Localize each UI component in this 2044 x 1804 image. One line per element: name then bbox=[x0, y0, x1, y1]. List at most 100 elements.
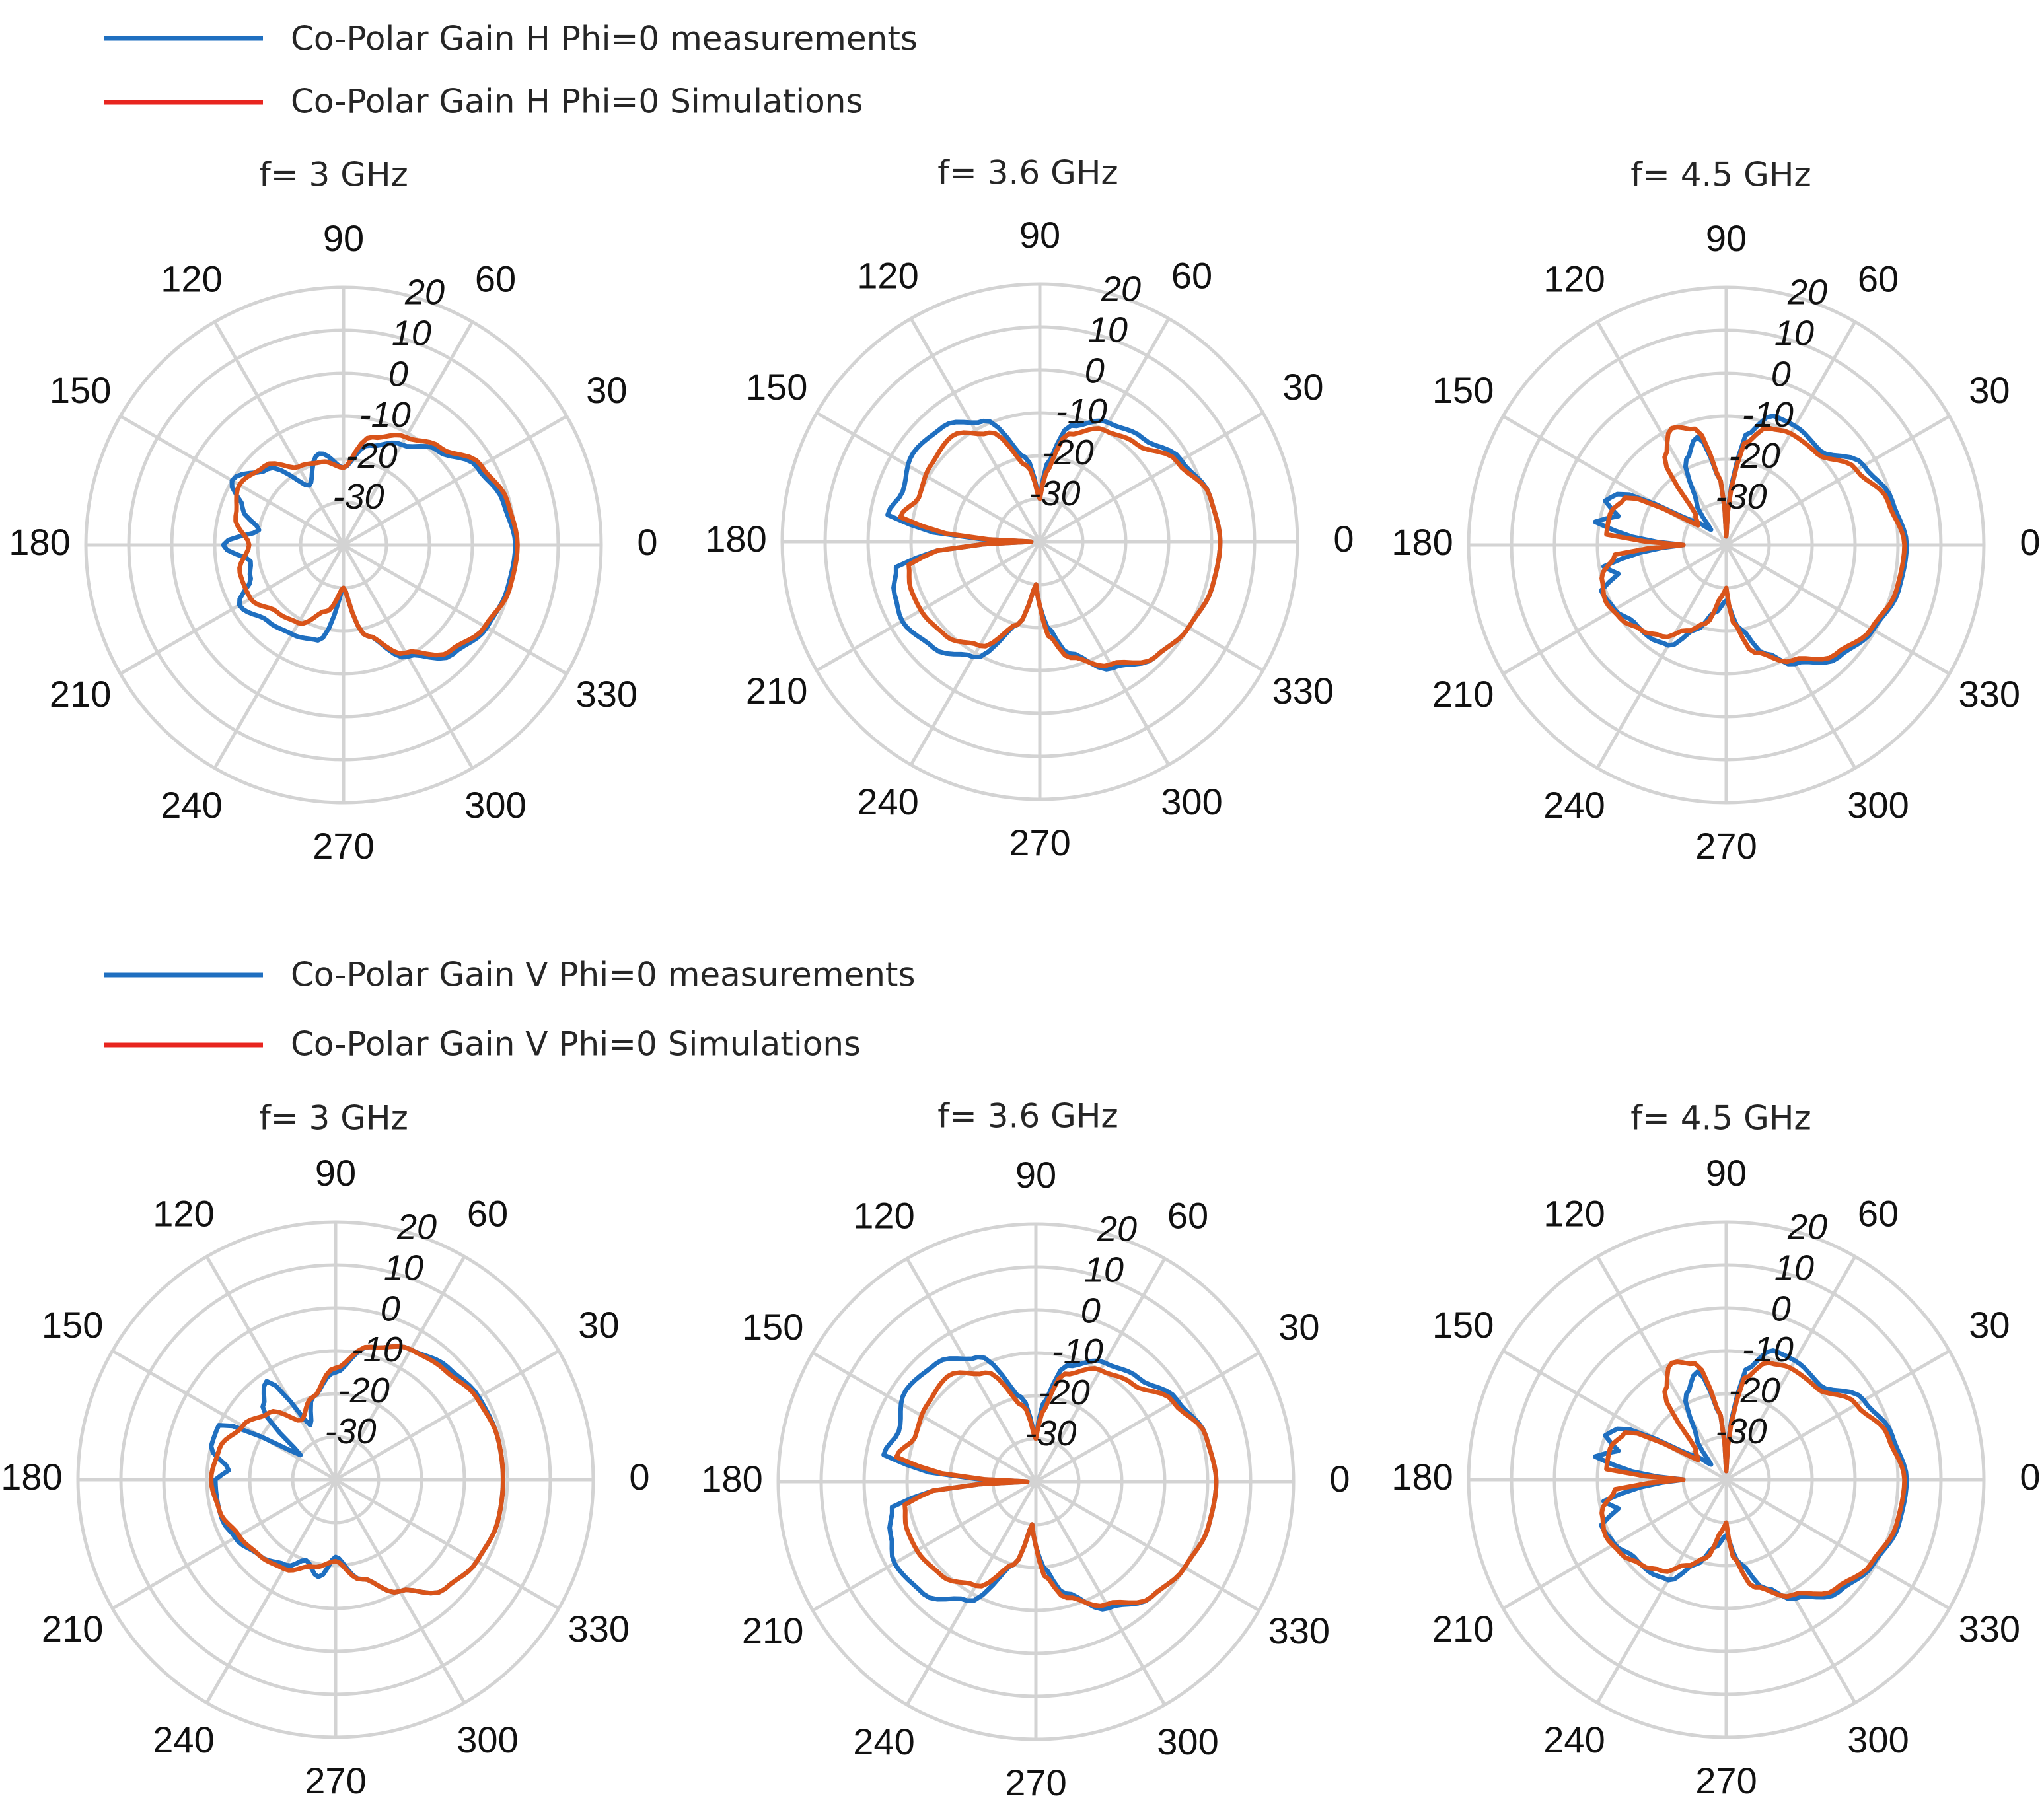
angle-label-270: 270 bbox=[1695, 825, 1757, 867]
angle-label-330: 330 bbox=[1268, 1610, 1330, 1651]
panel-title-h-3-6ghz: f= 3.6 GHz bbox=[937, 154, 1118, 192]
angle-label-150: 150 bbox=[1432, 369, 1494, 411]
grid-spoke-150 bbox=[1502, 414, 1728, 547]
radial-label-10: 10 bbox=[392, 314, 431, 353]
angle-label-240: 240 bbox=[853, 1721, 914, 1762]
grid-spoke-300 bbox=[1724, 1478, 1857, 1704]
angle-label-180: 180 bbox=[701, 1458, 762, 1499]
trace-simulated bbox=[894, 1366, 1219, 1608]
grid-spoke-210 bbox=[112, 1478, 337, 1610]
radial-label-20: 20 bbox=[404, 273, 445, 312]
angle-label-270: 270 bbox=[1005, 1762, 1066, 1803]
grid-spoke-300 bbox=[1034, 1480, 1167, 1706]
polar-plot-v-4-5ghz: 0 30 60 90 120 150 180 210 240 270 300 330 -30-20-10… bbox=[1391, 1152, 2040, 1801]
grid-spoke-210 bbox=[812, 1480, 1037, 1612]
angle-label-270: 270 bbox=[312, 825, 374, 867]
radial-label-neg20: -20 bbox=[1042, 433, 1094, 472]
radial-label-0: 0 bbox=[381, 1289, 400, 1328]
radial-label-neg20: -20 bbox=[346, 436, 398, 476]
radial-label-0: 0 bbox=[388, 354, 408, 394]
angle-label-330: 330 bbox=[1959, 1608, 2020, 1649]
polar-plot-v-3ghz: 0 30 60 90 120 150 180 210 240 270 300 330 -30-20-10… bbox=[1, 1152, 649, 1801]
angle-label-210: 210 bbox=[742, 1610, 803, 1651]
trace-simulated bbox=[233, 433, 520, 658]
angle-label-120: 120 bbox=[1543, 258, 1605, 299]
angle-label-180: 180 bbox=[1, 1456, 62, 1497]
angle-label-300: 300 bbox=[1847, 1719, 1909, 1760]
angle-label-0: 0 bbox=[629, 1456, 649, 1497]
grid-spoke-300 bbox=[1038, 540, 1171, 766]
angle-label-180: 180 bbox=[9, 521, 70, 563]
grid-spoke-240 bbox=[1595, 544, 1728, 769]
angle-label-60: 60 bbox=[1858, 1192, 1899, 1234]
trace-measured bbox=[221, 440, 518, 661]
angle-label-90: 90 bbox=[1015, 1154, 1056, 1196]
radial-label-neg30: -30 bbox=[333, 477, 384, 517]
radial-label-10: 10 bbox=[384, 1248, 423, 1288]
panel-title-v-3ghz: f= 3 GHz bbox=[259, 1099, 408, 1137]
angle-label-300: 300 bbox=[1157, 1721, 1218, 1762]
grid-spoke-300 bbox=[1724, 544, 1857, 769]
radial-label-10: 10 bbox=[1084, 1250, 1124, 1290]
grid-spoke-240 bbox=[909, 540, 1042, 766]
angle-label-240: 240 bbox=[1543, 1719, 1605, 1760]
radial-label-neg20: -20 bbox=[1729, 436, 1780, 476]
angle-label-270: 270 bbox=[305, 1760, 366, 1801]
grid-spoke-120 bbox=[905, 1258, 1038, 1483]
grid-spoke-150 bbox=[816, 411, 1041, 544]
angle-label-240: 240 bbox=[153, 1719, 214, 1760]
polar-plot-h-4-5ghz: 0 30 60 90 120 150 180 210 240 270 300 330 -30-20-10… bbox=[1391, 217, 2040, 867]
radial-label-0: 0 bbox=[1085, 351, 1105, 390]
angle-label-0: 0 bbox=[2020, 1456, 2040, 1497]
grid-spoke-240 bbox=[205, 1478, 338, 1704]
radial-label-20: 20 bbox=[396, 1208, 437, 1247]
angle-label-150: 150 bbox=[1432, 1304, 1494, 1346]
angle-label-330: 330 bbox=[568, 1608, 630, 1649]
grid-spoke-30 bbox=[1039, 411, 1264, 544]
grid-spoke-120 bbox=[213, 321, 346, 546]
radial-label-neg10: -10 bbox=[351, 1330, 403, 1369]
radial-label-20: 20 bbox=[1101, 270, 1141, 309]
grid-spoke-30 bbox=[1725, 1349, 1950, 1482]
legend-v-simulated-label: Co-Polar Gain V Phi=0 Simulations bbox=[291, 1025, 861, 1064]
polar-plot-h-3-6ghz: 0 30 60 90 120 150 180 210 240 270 300 330 -30-20-10… bbox=[705, 214, 1354, 863]
angle-label-180: 180 bbox=[1391, 1456, 1453, 1497]
angle-label-120: 120 bbox=[153, 1192, 214, 1234]
radial-label-neg20: -20 bbox=[1729, 1371, 1780, 1410]
angle-label-300: 300 bbox=[1847, 784, 1909, 826]
angle-label-30: 30 bbox=[1969, 369, 2010, 411]
legend-h: Co-Polar Gain H Phi=0 measurements Co-Po… bbox=[104, 20, 918, 121]
trace-simulated bbox=[1599, 1359, 1907, 1599]
grid-spoke-150 bbox=[1502, 1349, 1728, 1482]
angle-label-210: 210 bbox=[1432, 673, 1494, 715]
panel-title-v-3-6ghz: f= 3.6 GHz bbox=[937, 1097, 1118, 1136]
radial-label-10: 10 bbox=[1088, 310, 1128, 350]
grid-spoke-60 bbox=[334, 1256, 466, 1481]
angle-label-240: 240 bbox=[1543, 784, 1605, 826]
radial-label-10: 10 bbox=[1774, 1248, 1814, 1288]
angle-label-300: 300 bbox=[456, 1719, 518, 1760]
grid-spoke-240 bbox=[1595, 1478, 1728, 1704]
angle-label-270: 270 bbox=[1695, 1760, 1757, 1801]
legend-v-measured-label: Co-Polar Gain V Phi=0 measurements bbox=[291, 956, 916, 994]
radial-label-neg10: -10 bbox=[1052, 1332, 1103, 1371]
radial-label-neg30: -30 bbox=[1025, 1414, 1077, 1453]
angle-label-300: 300 bbox=[1161, 781, 1222, 822]
angle-label-0: 0 bbox=[1329, 1458, 1350, 1499]
angle-label-210: 210 bbox=[42, 1608, 103, 1649]
legend-v: Co-Polar Gain V Phi=0 measurements Co-Po… bbox=[104, 956, 916, 1064]
angle-label-90: 90 bbox=[315, 1152, 356, 1194]
angle-label-210: 210 bbox=[746, 670, 807, 711]
angle-label-240: 240 bbox=[161, 784, 222, 826]
grid-spoke-120 bbox=[205, 1256, 338, 1481]
angle-label-330: 330 bbox=[1272, 670, 1334, 711]
radial-label-neg10: -10 bbox=[1742, 395, 1794, 435]
angle-label-60: 60 bbox=[1858, 258, 1899, 299]
angle-label-0: 0 bbox=[637, 521, 657, 563]
angle-label-60: 60 bbox=[1167, 1194, 1208, 1236]
radial-label-neg30: -30 bbox=[1716, 477, 1767, 517]
angle-label-210: 210 bbox=[50, 673, 111, 715]
grid-spoke-330 bbox=[1725, 543, 1950, 676]
radial-label-neg10: -10 bbox=[1056, 392, 1107, 431]
